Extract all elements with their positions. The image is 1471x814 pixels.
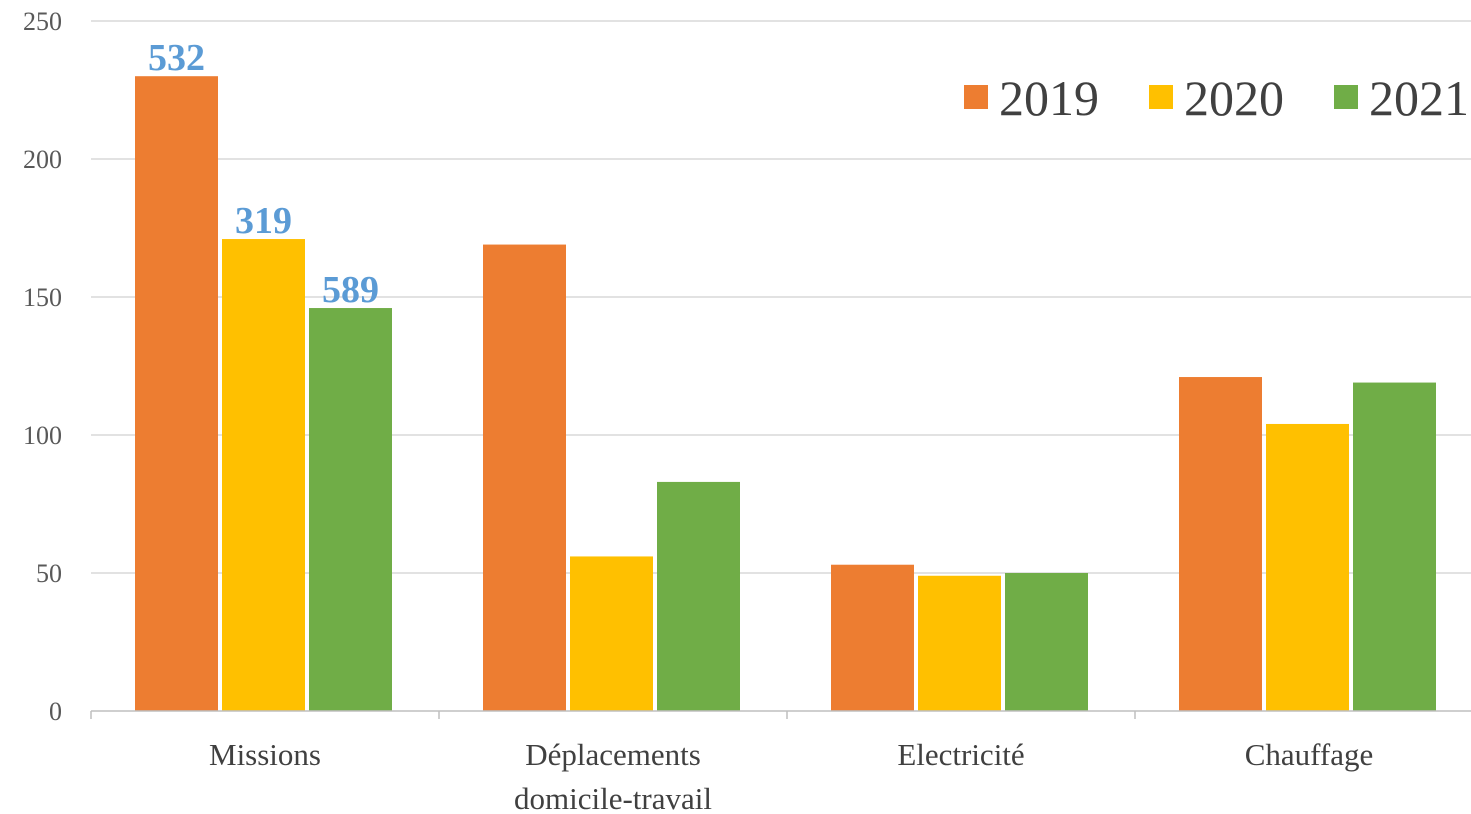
y-tick-label: 200: [23, 145, 62, 174]
bar-2019-0: [135, 76, 218, 711]
x-category-label: Chauffage: [1245, 737, 1374, 772]
bar-2019-1: [483, 244, 566, 711]
x-axis-category-labels: Missions Déplacements domicile-travail Elec…: [209, 737, 1373, 814]
data-labels: 532 319 589: [148, 37, 379, 311]
bars: [135, 76, 1436, 712]
x-category-label: domicile-travail: [514, 781, 712, 814]
bar-2020-1: [570, 556, 653, 711]
legend-swatch-2019: [964, 85, 988, 109]
bar-2020-0: [222, 239, 305, 712]
bar-2020-2: [918, 575, 1001, 711]
bar-2021-1: [657, 481, 740, 711]
bar-2019-2: [831, 564, 914, 711]
bar-2019-3: [1179, 377, 1262, 711]
y-tick-label: 100: [23, 421, 62, 450]
legend-swatch-2020: [1149, 85, 1173, 109]
x-category-label: Missions: [209, 737, 321, 772]
data-label: 589: [322, 269, 379, 311]
bar-2021-0: [309, 308, 392, 711]
legend-label: 2019: [999, 70, 1099, 126]
legend: 2019 2020 2021: [964, 70, 1469, 126]
legend-swatch-2021: [1334, 85, 1358, 109]
bar-2021-3: [1353, 382, 1436, 711]
y-tick-label: 150: [23, 283, 62, 312]
legend-label: 2021: [1369, 70, 1469, 126]
y-tick-label: 50: [36, 559, 62, 588]
bar-2021-2: [1005, 573, 1088, 711]
data-label: 319: [235, 200, 292, 242]
bar-2020-3: [1266, 423, 1349, 711]
data-label: 532: [148, 37, 205, 79]
x-axis: [90, 710, 1471, 719]
legend-label: 2020: [1184, 70, 1284, 126]
y-axis-tick-labels: 0 50 100 150 200 250: [23, 7, 62, 726]
y-tick-label: 0: [49, 697, 62, 726]
y-tick-label: 250: [23, 7, 62, 36]
x-category-label: Déplacements: [525, 737, 701, 772]
x-category-label: Electricité: [897, 737, 1024, 772]
